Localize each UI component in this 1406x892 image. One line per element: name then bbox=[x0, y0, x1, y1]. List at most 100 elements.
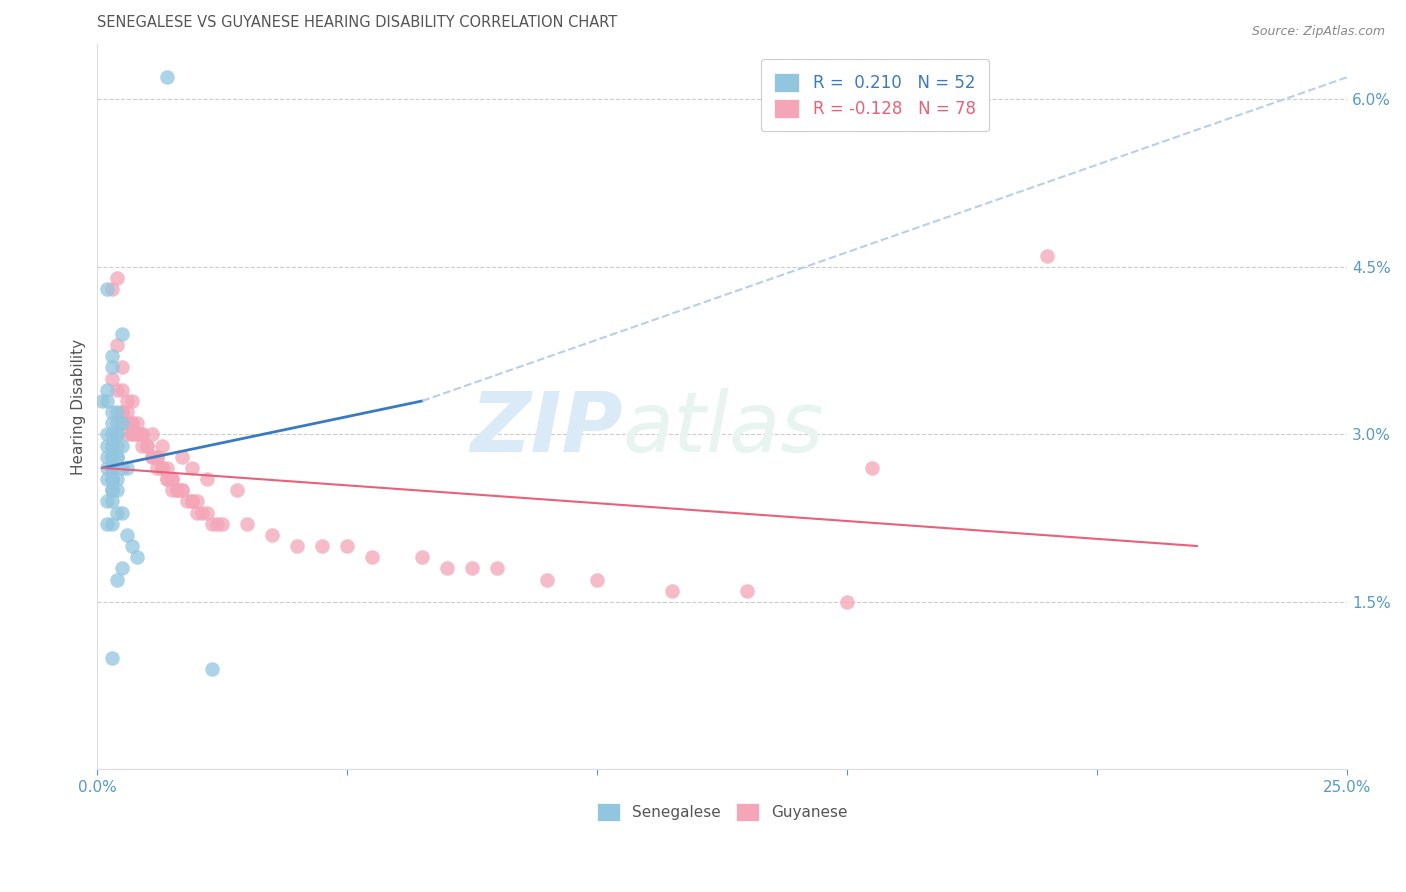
Point bbox=[96, 282, 118, 296]
Point bbox=[105, 439, 128, 453]
Point bbox=[101, 516, 124, 531]
Point bbox=[127, 550, 149, 565]
Point bbox=[91, 393, 114, 408]
Point bbox=[150, 439, 173, 453]
Point bbox=[101, 650, 124, 665]
Point bbox=[166, 483, 188, 498]
Point bbox=[105, 416, 128, 430]
Point bbox=[207, 516, 229, 531]
Point bbox=[311, 539, 333, 553]
Point bbox=[536, 573, 558, 587]
Text: Source: ZipAtlas.com: Source: ZipAtlas.com bbox=[1251, 25, 1385, 38]
Point bbox=[156, 461, 179, 475]
Point bbox=[156, 70, 179, 84]
Point bbox=[141, 427, 163, 442]
Point bbox=[111, 561, 134, 575]
Point bbox=[172, 483, 194, 498]
Point bbox=[96, 516, 118, 531]
Point bbox=[111, 405, 134, 419]
Point bbox=[105, 427, 128, 442]
Point bbox=[105, 506, 128, 520]
Point bbox=[166, 483, 188, 498]
Point bbox=[96, 494, 118, 508]
Point bbox=[111, 416, 134, 430]
Point bbox=[101, 483, 124, 498]
Point bbox=[111, 461, 134, 475]
Point bbox=[186, 494, 208, 508]
Point bbox=[111, 506, 134, 520]
Point bbox=[150, 461, 173, 475]
Point bbox=[101, 483, 124, 498]
Point bbox=[121, 427, 143, 442]
Point bbox=[141, 450, 163, 464]
Point bbox=[105, 450, 128, 464]
Point bbox=[146, 461, 169, 475]
Point bbox=[162, 483, 184, 498]
Point bbox=[156, 472, 179, 486]
Point bbox=[262, 528, 284, 542]
Y-axis label: Hearing Disability: Hearing Disability bbox=[72, 338, 86, 475]
Point bbox=[127, 427, 149, 442]
Point bbox=[101, 450, 124, 464]
Point bbox=[150, 461, 173, 475]
Point bbox=[101, 439, 124, 453]
Point bbox=[201, 662, 224, 676]
Point bbox=[105, 338, 128, 352]
Point bbox=[101, 461, 124, 475]
Point bbox=[101, 427, 124, 442]
Point bbox=[101, 472, 124, 486]
Point bbox=[96, 472, 118, 486]
Point bbox=[195, 506, 218, 520]
Text: atlas: atlas bbox=[623, 388, 824, 469]
Point bbox=[101, 416, 124, 430]
Point bbox=[150, 461, 173, 475]
Point bbox=[117, 461, 139, 475]
Point bbox=[105, 472, 128, 486]
Point bbox=[860, 461, 883, 475]
Point bbox=[121, 393, 143, 408]
Point bbox=[172, 483, 194, 498]
Point bbox=[105, 405, 128, 419]
Point bbox=[201, 516, 224, 531]
Text: ZIP: ZIP bbox=[470, 388, 623, 469]
Point bbox=[586, 573, 609, 587]
Point bbox=[105, 427, 128, 442]
Point bbox=[96, 461, 118, 475]
Point bbox=[105, 383, 128, 397]
Point bbox=[191, 506, 214, 520]
Point bbox=[117, 416, 139, 430]
Point bbox=[737, 583, 759, 598]
Point bbox=[162, 472, 184, 486]
Point bbox=[461, 561, 484, 575]
Point bbox=[156, 472, 179, 486]
Point bbox=[181, 494, 204, 508]
Point bbox=[101, 461, 124, 475]
Point bbox=[121, 427, 143, 442]
Point bbox=[101, 371, 124, 385]
Point bbox=[111, 405, 134, 419]
Point bbox=[186, 506, 208, 520]
Point bbox=[226, 483, 249, 498]
Point bbox=[146, 450, 169, 464]
Point bbox=[101, 360, 124, 375]
Point bbox=[121, 539, 143, 553]
Point bbox=[146, 450, 169, 464]
Point bbox=[117, 427, 139, 442]
Point bbox=[121, 416, 143, 430]
Point bbox=[111, 326, 134, 341]
Point bbox=[131, 427, 153, 442]
Legend: Senegalese, Guyanese: Senegalese, Guyanese bbox=[591, 797, 853, 827]
Point bbox=[96, 383, 118, 397]
Point bbox=[162, 472, 184, 486]
Point bbox=[105, 483, 128, 498]
Point bbox=[436, 561, 458, 575]
Point bbox=[195, 472, 218, 486]
Point bbox=[661, 583, 683, 598]
Point bbox=[101, 439, 124, 453]
Point bbox=[96, 393, 118, 408]
Point bbox=[101, 494, 124, 508]
Point bbox=[837, 595, 859, 609]
Point bbox=[111, 360, 134, 375]
Point bbox=[127, 427, 149, 442]
Point bbox=[117, 528, 139, 542]
